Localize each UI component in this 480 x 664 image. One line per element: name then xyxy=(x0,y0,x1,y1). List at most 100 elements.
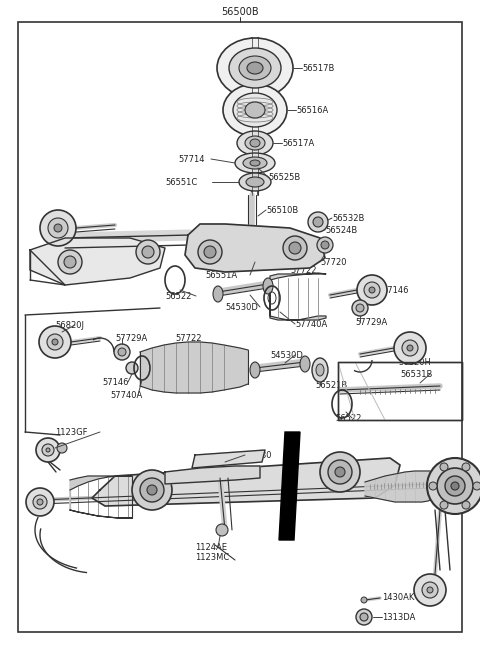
Circle shape xyxy=(26,488,54,516)
Circle shape xyxy=(328,460,352,484)
Bar xyxy=(338,362,462,420)
Circle shape xyxy=(440,463,448,471)
Text: 56521B: 56521B xyxy=(315,380,347,390)
Ellipse shape xyxy=(243,157,267,169)
Ellipse shape xyxy=(245,102,265,118)
Circle shape xyxy=(364,282,380,298)
Circle shape xyxy=(289,242,301,254)
Circle shape xyxy=(57,443,67,453)
Circle shape xyxy=(308,212,328,232)
Circle shape xyxy=(58,250,82,274)
Circle shape xyxy=(64,256,76,268)
Polygon shape xyxy=(279,432,300,540)
Text: 56516A: 56516A xyxy=(296,106,328,114)
Circle shape xyxy=(407,345,413,351)
Circle shape xyxy=(360,613,368,621)
Polygon shape xyxy=(270,273,326,320)
Text: 57720: 57720 xyxy=(320,258,347,266)
Text: 56517B: 56517B xyxy=(302,64,335,72)
Text: 56524B: 56524B xyxy=(325,226,357,234)
Circle shape xyxy=(198,240,222,264)
Circle shape xyxy=(473,482,480,490)
Circle shape xyxy=(114,344,130,360)
Circle shape xyxy=(39,326,71,358)
Circle shape xyxy=(320,452,360,492)
Ellipse shape xyxy=(239,173,271,191)
Circle shape xyxy=(422,582,438,598)
Polygon shape xyxy=(30,238,165,285)
Text: 57729A: 57729A xyxy=(355,317,387,327)
Text: 56551A: 56551A xyxy=(205,270,237,280)
Ellipse shape xyxy=(247,62,263,74)
Ellipse shape xyxy=(213,286,223,302)
Text: 56510B: 56510B xyxy=(266,205,298,214)
Ellipse shape xyxy=(263,278,273,294)
Ellipse shape xyxy=(246,177,264,187)
Circle shape xyxy=(204,246,216,258)
Circle shape xyxy=(283,236,307,260)
Text: 57280: 57280 xyxy=(245,450,272,459)
Circle shape xyxy=(429,482,437,490)
Circle shape xyxy=(52,339,58,345)
Circle shape xyxy=(437,468,473,504)
Ellipse shape xyxy=(237,131,273,155)
Ellipse shape xyxy=(217,38,293,98)
Circle shape xyxy=(216,524,228,536)
Polygon shape xyxy=(185,224,325,272)
Text: 54530D: 54530D xyxy=(270,351,303,359)
Circle shape xyxy=(361,597,367,603)
Text: 56531B: 56531B xyxy=(400,369,432,378)
Circle shape xyxy=(451,482,459,490)
Text: 1124AE: 1124AE xyxy=(195,544,227,552)
Ellipse shape xyxy=(300,356,310,372)
Circle shape xyxy=(440,501,448,509)
Polygon shape xyxy=(165,466,260,484)
Ellipse shape xyxy=(312,358,328,382)
Text: 57740A: 57740A xyxy=(295,319,327,329)
Circle shape xyxy=(356,304,364,312)
Circle shape xyxy=(118,348,126,356)
Text: 56820J: 56820J xyxy=(55,321,84,329)
Circle shape xyxy=(147,485,157,495)
Circle shape xyxy=(462,501,470,509)
Text: 56522: 56522 xyxy=(165,291,192,301)
Polygon shape xyxy=(365,471,430,502)
Circle shape xyxy=(394,332,426,364)
Ellipse shape xyxy=(229,48,281,88)
Text: 57146: 57146 xyxy=(102,378,129,386)
Text: 56532B: 56532B xyxy=(332,214,364,222)
Text: 57722: 57722 xyxy=(175,333,202,343)
Polygon shape xyxy=(70,476,132,518)
Circle shape xyxy=(321,241,329,249)
Circle shape xyxy=(142,246,154,258)
Circle shape xyxy=(462,463,470,471)
Polygon shape xyxy=(92,458,400,506)
Circle shape xyxy=(402,340,418,356)
Circle shape xyxy=(313,217,323,227)
Circle shape xyxy=(54,224,62,232)
Circle shape xyxy=(42,444,54,456)
Text: 56525B: 56525B xyxy=(268,173,300,181)
Text: 1123GF: 1123GF xyxy=(55,428,87,436)
Circle shape xyxy=(356,609,372,625)
Ellipse shape xyxy=(250,160,260,166)
Circle shape xyxy=(352,300,368,316)
Ellipse shape xyxy=(239,56,271,80)
Text: 54530D: 54530D xyxy=(225,303,258,311)
Ellipse shape xyxy=(250,362,260,378)
Circle shape xyxy=(132,470,172,510)
Circle shape xyxy=(47,334,63,350)
Circle shape xyxy=(427,458,480,514)
Text: 56500B: 56500B xyxy=(221,7,259,17)
Text: 57729A: 57729A xyxy=(115,333,147,343)
Text: 56820H: 56820H xyxy=(398,357,431,367)
Circle shape xyxy=(126,362,138,374)
Circle shape xyxy=(36,438,60,462)
Circle shape xyxy=(317,237,333,253)
Circle shape xyxy=(46,448,50,452)
Ellipse shape xyxy=(245,136,265,150)
Polygon shape xyxy=(192,450,265,468)
Circle shape xyxy=(414,574,446,606)
Polygon shape xyxy=(140,342,248,393)
Text: 57740A: 57740A xyxy=(110,390,142,400)
